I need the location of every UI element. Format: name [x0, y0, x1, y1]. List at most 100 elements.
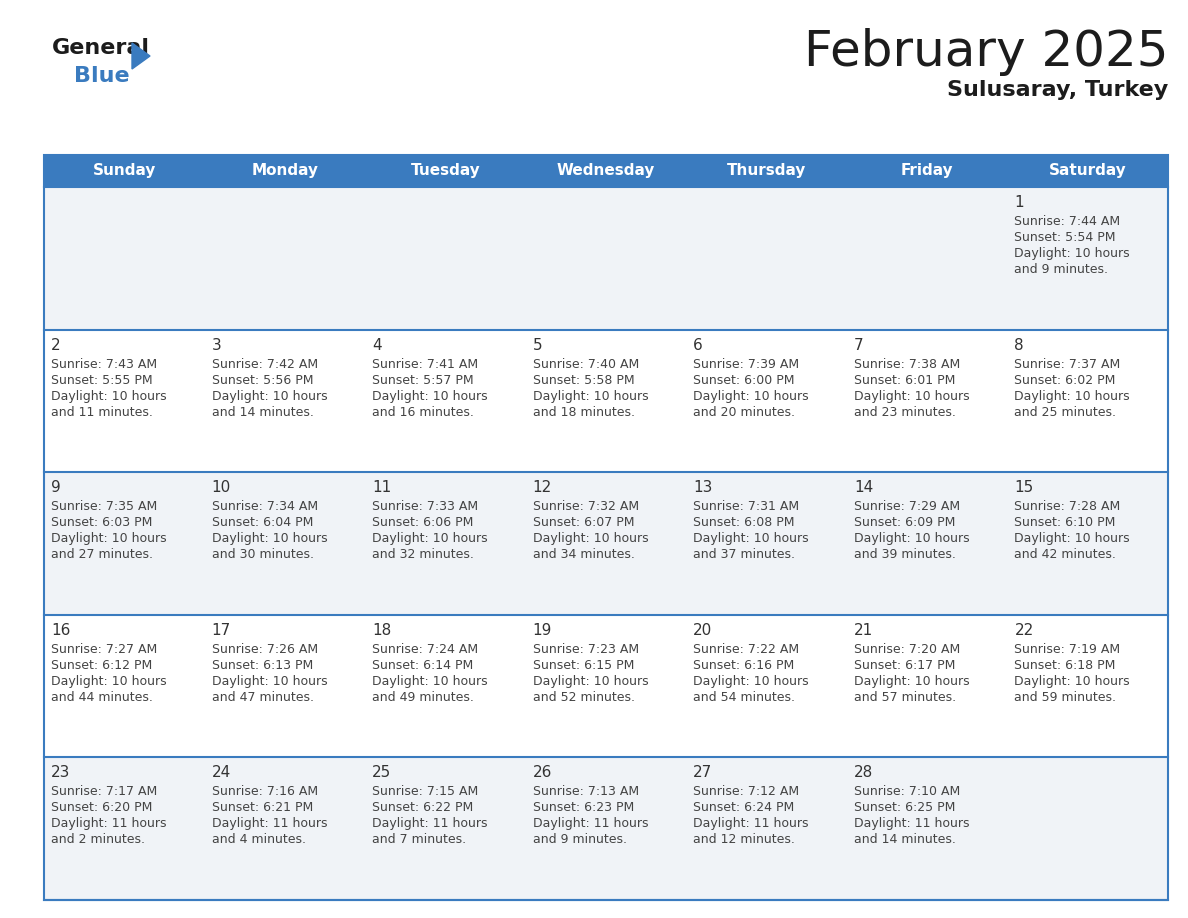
Text: and 37 minutes.: and 37 minutes.	[694, 548, 795, 561]
Text: 14: 14	[854, 480, 873, 495]
Text: General: General	[52, 38, 150, 58]
Text: Daylight: 10 hours: Daylight: 10 hours	[211, 675, 327, 688]
Text: 28: 28	[854, 766, 873, 780]
Text: Sunrise: 7:15 AM: Sunrise: 7:15 AM	[372, 786, 479, 799]
Text: Saturday: Saturday	[1049, 163, 1126, 178]
Text: and 59 minutes.: and 59 minutes.	[1015, 691, 1117, 704]
Text: Daylight: 10 hours: Daylight: 10 hours	[694, 389, 809, 403]
Text: Sunset: 6:17 PM: Sunset: 6:17 PM	[854, 659, 955, 672]
Text: Daylight: 10 hours: Daylight: 10 hours	[532, 532, 649, 545]
Text: Daylight: 10 hours: Daylight: 10 hours	[51, 532, 166, 545]
Text: and 9 minutes.: and 9 minutes.	[532, 834, 627, 846]
Text: and 34 minutes.: and 34 minutes.	[532, 548, 634, 561]
Text: 8: 8	[1015, 338, 1024, 353]
Text: and 30 minutes.: and 30 minutes.	[211, 548, 314, 561]
Text: Sunrise: 7:26 AM: Sunrise: 7:26 AM	[211, 643, 317, 655]
Bar	[44, 155, 1168, 187]
Text: and 54 minutes.: and 54 minutes.	[694, 691, 795, 704]
Text: 5: 5	[532, 338, 543, 353]
Text: Sunrise: 7:44 AM: Sunrise: 7:44 AM	[1015, 215, 1120, 228]
Text: Sunset: 6:21 PM: Sunset: 6:21 PM	[211, 801, 312, 814]
Text: Daylight: 10 hours: Daylight: 10 hours	[51, 675, 166, 688]
Text: Sunrise: 7:41 AM: Sunrise: 7:41 AM	[372, 358, 479, 371]
Text: Sunset: 6:13 PM: Sunset: 6:13 PM	[211, 659, 312, 672]
Text: Tuesday: Tuesday	[411, 163, 480, 178]
Text: 7: 7	[854, 338, 864, 353]
Text: Sunset: 6:24 PM: Sunset: 6:24 PM	[694, 801, 795, 814]
Text: Sunset: 5:55 PM: Sunset: 5:55 PM	[51, 374, 152, 386]
Text: 17: 17	[211, 622, 230, 638]
Text: and 27 minutes.: and 27 minutes.	[51, 548, 153, 561]
Bar	[44, 155, 1168, 900]
Text: Sunset: 6:15 PM: Sunset: 6:15 PM	[532, 659, 634, 672]
Bar	[44, 472, 1168, 615]
Text: 11: 11	[372, 480, 391, 495]
Text: Daylight: 10 hours: Daylight: 10 hours	[854, 675, 969, 688]
Text: and 20 minutes.: and 20 minutes.	[694, 406, 795, 419]
Text: Daylight: 10 hours: Daylight: 10 hours	[211, 532, 327, 545]
Text: Daylight: 10 hours: Daylight: 10 hours	[372, 389, 488, 403]
Text: 16: 16	[51, 622, 70, 638]
Text: Daylight: 10 hours: Daylight: 10 hours	[51, 389, 166, 403]
Text: Sunrise: 7:16 AM: Sunrise: 7:16 AM	[211, 786, 317, 799]
Text: Daylight: 10 hours: Daylight: 10 hours	[211, 389, 327, 403]
Text: and 11 minutes.: and 11 minutes.	[51, 406, 153, 419]
Text: 15: 15	[1015, 480, 1034, 495]
Text: Sunset: 6:07 PM: Sunset: 6:07 PM	[532, 516, 634, 529]
Text: and 9 minutes.: and 9 minutes.	[1015, 263, 1108, 276]
Text: and 16 minutes.: and 16 minutes.	[372, 406, 474, 419]
Text: Sunrise: 7:43 AM: Sunrise: 7:43 AM	[51, 358, 157, 371]
Text: 2: 2	[51, 338, 61, 353]
Text: Sunrise: 7:27 AM: Sunrise: 7:27 AM	[51, 643, 157, 655]
Text: 10: 10	[211, 480, 230, 495]
Bar	[44, 187, 1168, 330]
Text: 19: 19	[532, 622, 552, 638]
Text: Sunset: 6:25 PM: Sunset: 6:25 PM	[854, 801, 955, 814]
Text: and 2 minutes.: and 2 minutes.	[51, 834, 145, 846]
Text: 9: 9	[51, 480, 61, 495]
Text: and 7 minutes.: and 7 minutes.	[372, 834, 466, 846]
Text: 4: 4	[372, 338, 381, 353]
Text: 3: 3	[211, 338, 221, 353]
Text: 22: 22	[1015, 622, 1034, 638]
Text: Sunset: 6:03 PM: Sunset: 6:03 PM	[51, 516, 152, 529]
Text: Daylight: 10 hours: Daylight: 10 hours	[1015, 675, 1130, 688]
Text: Sunday: Sunday	[93, 163, 156, 178]
Text: Sunset: 6:04 PM: Sunset: 6:04 PM	[211, 516, 312, 529]
Text: Daylight: 11 hours: Daylight: 11 hours	[854, 817, 969, 831]
Text: Sulusaray, Turkey: Sulusaray, Turkey	[947, 80, 1168, 100]
Text: Sunset: 6:08 PM: Sunset: 6:08 PM	[694, 516, 795, 529]
Text: Sunset: 6:10 PM: Sunset: 6:10 PM	[1015, 516, 1116, 529]
Text: Daylight: 11 hours: Daylight: 11 hours	[51, 817, 166, 831]
Text: Sunset: 6:06 PM: Sunset: 6:06 PM	[372, 516, 474, 529]
Polygon shape	[132, 43, 150, 69]
Text: Sunset: 6:18 PM: Sunset: 6:18 PM	[1015, 659, 1116, 672]
Text: and 14 minutes.: and 14 minutes.	[211, 406, 314, 419]
Text: 25: 25	[372, 766, 391, 780]
Text: and 12 minutes.: and 12 minutes.	[694, 834, 795, 846]
Text: 1: 1	[1015, 195, 1024, 210]
Text: Daylight: 10 hours: Daylight: 10 hours	[854, 532, 969, 545]
Bar	[44, 757, 1168, 900]
Text: 23: 23	[51, 766, 70, 780]
Text: Sunrise: 7:13 AM: Sunrise: 7:13 AM	[532, 786, 639, 799]
Bar	[44, 615, 1168, 757]
Text: Sunrise: 7:10 AM: Sunrise: 7:10 AM	[854, 786, 960, 799]
Text: 12: 12	[532, 480, 552, 495]
Text: Daylight: 10 hours: Daylight: 10 hours	[854, 389, 969, 403]
Text: Daylight: 10 hours: Daylight: 10 hours	[1015, 247, 1130, 260]
Text: Sunrise: 7:35 AM: Sunrise: 7:35 AM	[51, 500, 157, 513]
Text: and 14 minutes.: and 14 minutes.	[854, 834, 955, 846]
Text: 27: 27	[694, 766, 713, 780]
Text: and 4 minutes.: and 4 minutes.	[211, 834, 305, 846]
Text: Friday: Friday	[901, 163, 954, 178]
Text: Sunset: 6:02 PM: Sunset: 6:02 PM	[1015, 374, 1116, 386]
Text: Sunset: 6:16 PM: Sunset: 6:16 PM	[694, 659, 795, 672]
Text: Daylight: 10 hours: Daylight: 10 hours	[372, 675, 488, 688]
Text: Sunrise: 7:40 AM: Sunrise: 7:40 AM	[532, 358, 639, 371]
Text: Sunrise: 7:33 AM: Sunrise: 7:33 AM	[372, 500, 479, 513]
Text: Daylight: 10 hours: Daylight: 10 hours	[1015, 532, 1130, 545]
Text: Sunrise: 7:19 AM: Sunrise: 7:19 AM	[1015, 643, 1120, 655]
Text: Wednesday: Wednesday	[557, 163, 656, 178]
Text: Daylight: 10 hours: Daylight: 10 hours	[694, 675, 809, 688]
